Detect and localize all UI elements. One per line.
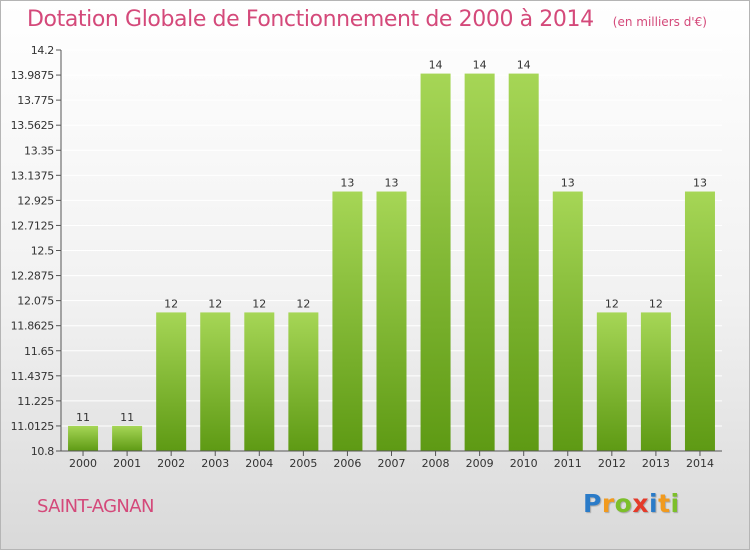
bar-value-label: 12 — [252, 297, 266, 310]
bar — [200, 312, 231, 451]
y-tick-label: 14.2 — [31, 44, 54, 57]
bar — [420, 73, 451, 452]
y-tick-label: 12.7125 — [11, 219, 55, 232]
bar — [156, 312, 187, 451]
x-tick-label: 2011 — [554, 457, 582, 470]
bar — [376, 191, 407, 451]
x-tick-label: 2005 — [289, 457, 317, 470]
chart-subtitle: (en milliers d'€) — [612, 15, 707, 29]
bar-value-label: 12 — [208, 297, 222, 310]
x-tick-label: 2002 — [157, 457, 185, 470]
bar — [112, 425, 143, 451]
bar-value-label: 13 — [385, 177, 399, 190]
bars — [68, 73, 715, 452]
y-tick-label: 12.2875 — [11, 270, 55, 283]
x-tick-label: 2007 — [378, 457, 406, 470]
bar — [68, 425, 99, 451]
y-tick-label: 13.775 — [17, 94, 54, 107]
bar-value-label: 12 — [605, 297, 619, 310]
proxiti-logo: Proxiti — [583, 489, 680, 518]
x-tick-label: 2012 — [598, 457, 626, 470]
title-row: Dotation Globale de Fonctionnement de 20… — [27, 7, 707, 32]
x-tick-label: 2000 — [69, 457, 97, 470]
bar — [640, 312, 671, 451]
bar-value-label: 11 — [76, 411, 90, 424]
chart-title: Dotation Globale de Fonctionnement de 20… — [27, 7, 594, 32]
bar — [244, 312, 275, 451]
logo-letter: i — [670, 489, 680, 518]
bar — [596, 312, 627, 451]
bar-value-label: 13 — [693, 177, 707, 190]
x-tick-label: 2003 — [201, 457, 229, 470]
logo-letter: o — [614, 489, 633, 518]
x-tick-label: 2014 — [686, 457, 714, 470]
logo-letter: x — [632, 489, 649, 518]
bar — [288, 312, 319, 451]
bar-value-label: 14 — [429, 59, 443, 72]
bar — [684, 191, 715, 451]
bar-value-label: 13 — [561, 177, 575, 190]
labels: 10.8 11.0125 11.225 11.4375 11.65 11.8625 12.0… — [11, 44, 714, 470]
x-tick-label: 2013 — [642, 457, 670, 470]
x-tick-label: 2004 — [245, 457, 273, 470]
bar-value-label: 12 — [649, 297, 663, 310]
axes — [56, 49, 722, 456]
y-tick-label: 12.925 — [17, 194, 54, 207]
logo-letter: t — [658, 489, 671, 518]
y-tick-label: 13.5625 — [11, 119, 55, 132]
y-tick-label: 13.9875 — [11, 69, 55, 82]
bar — [332, 191, 363, 451]
bar-value-label: 14 — [473, 59, 487, 72]
x-tick-label: 2009 — [466, 457, 494, 470]
x-tick-label: 2006 — [333, 457, 361, 470]
bar-value-label: 12 — [164, 297, 178, 310]
x-tick-label: 2001 — [113, 457, 141, 470]
bar-value-label: 14 — [517, 59, 531, 72]
y-tick-label: 12.5 — [31, 245, 55, 258]
logo-letter: r — [601, 489, 615, 518]
bar-value-label: 12 — [296, 297, 310, 310]
y-tick-label: 11.8625 — [11, 320, 55, 333]
y-tick-label: 13.35 — [24, 144, 54, 157]
bar — [552, 191, 583, 451]
y-tick-label: 12.075 — [17, 295, 54, 308]
y-tick-label: 10.8 — [31, 445, 55, 458]
bar — [508, 73, 539, 452]
logo-letter: P — [583, 489, 602, 518]
y-tick-label: 13.1375 — [11, 169, 55, 182]
logo-letter: i — [649, 489, 659, 518]
y-tick-label: 11.65 — [24, 345, 54, 358]
y-tick-label: 11.4375 — [11, 370, 55, 383]
bar — [464, 73, 495, 452]
x-tick-label: 2010 — [510, 457, 538, 470]
x-tick-label: 2008 — [422, 457, 450, 470]
y-tick-label: 11.0125 — [11, 420, 55, 433]
commune-name: SAINT-AGNAN — [37, 496, 154, 517]
y-tick-label: 11.225 — [17, 395, 54, 408]
bar-value-label: 11 — [120, 411, 134, 424]
bar-value-label: 13 — [340, 177, 354, 190]
